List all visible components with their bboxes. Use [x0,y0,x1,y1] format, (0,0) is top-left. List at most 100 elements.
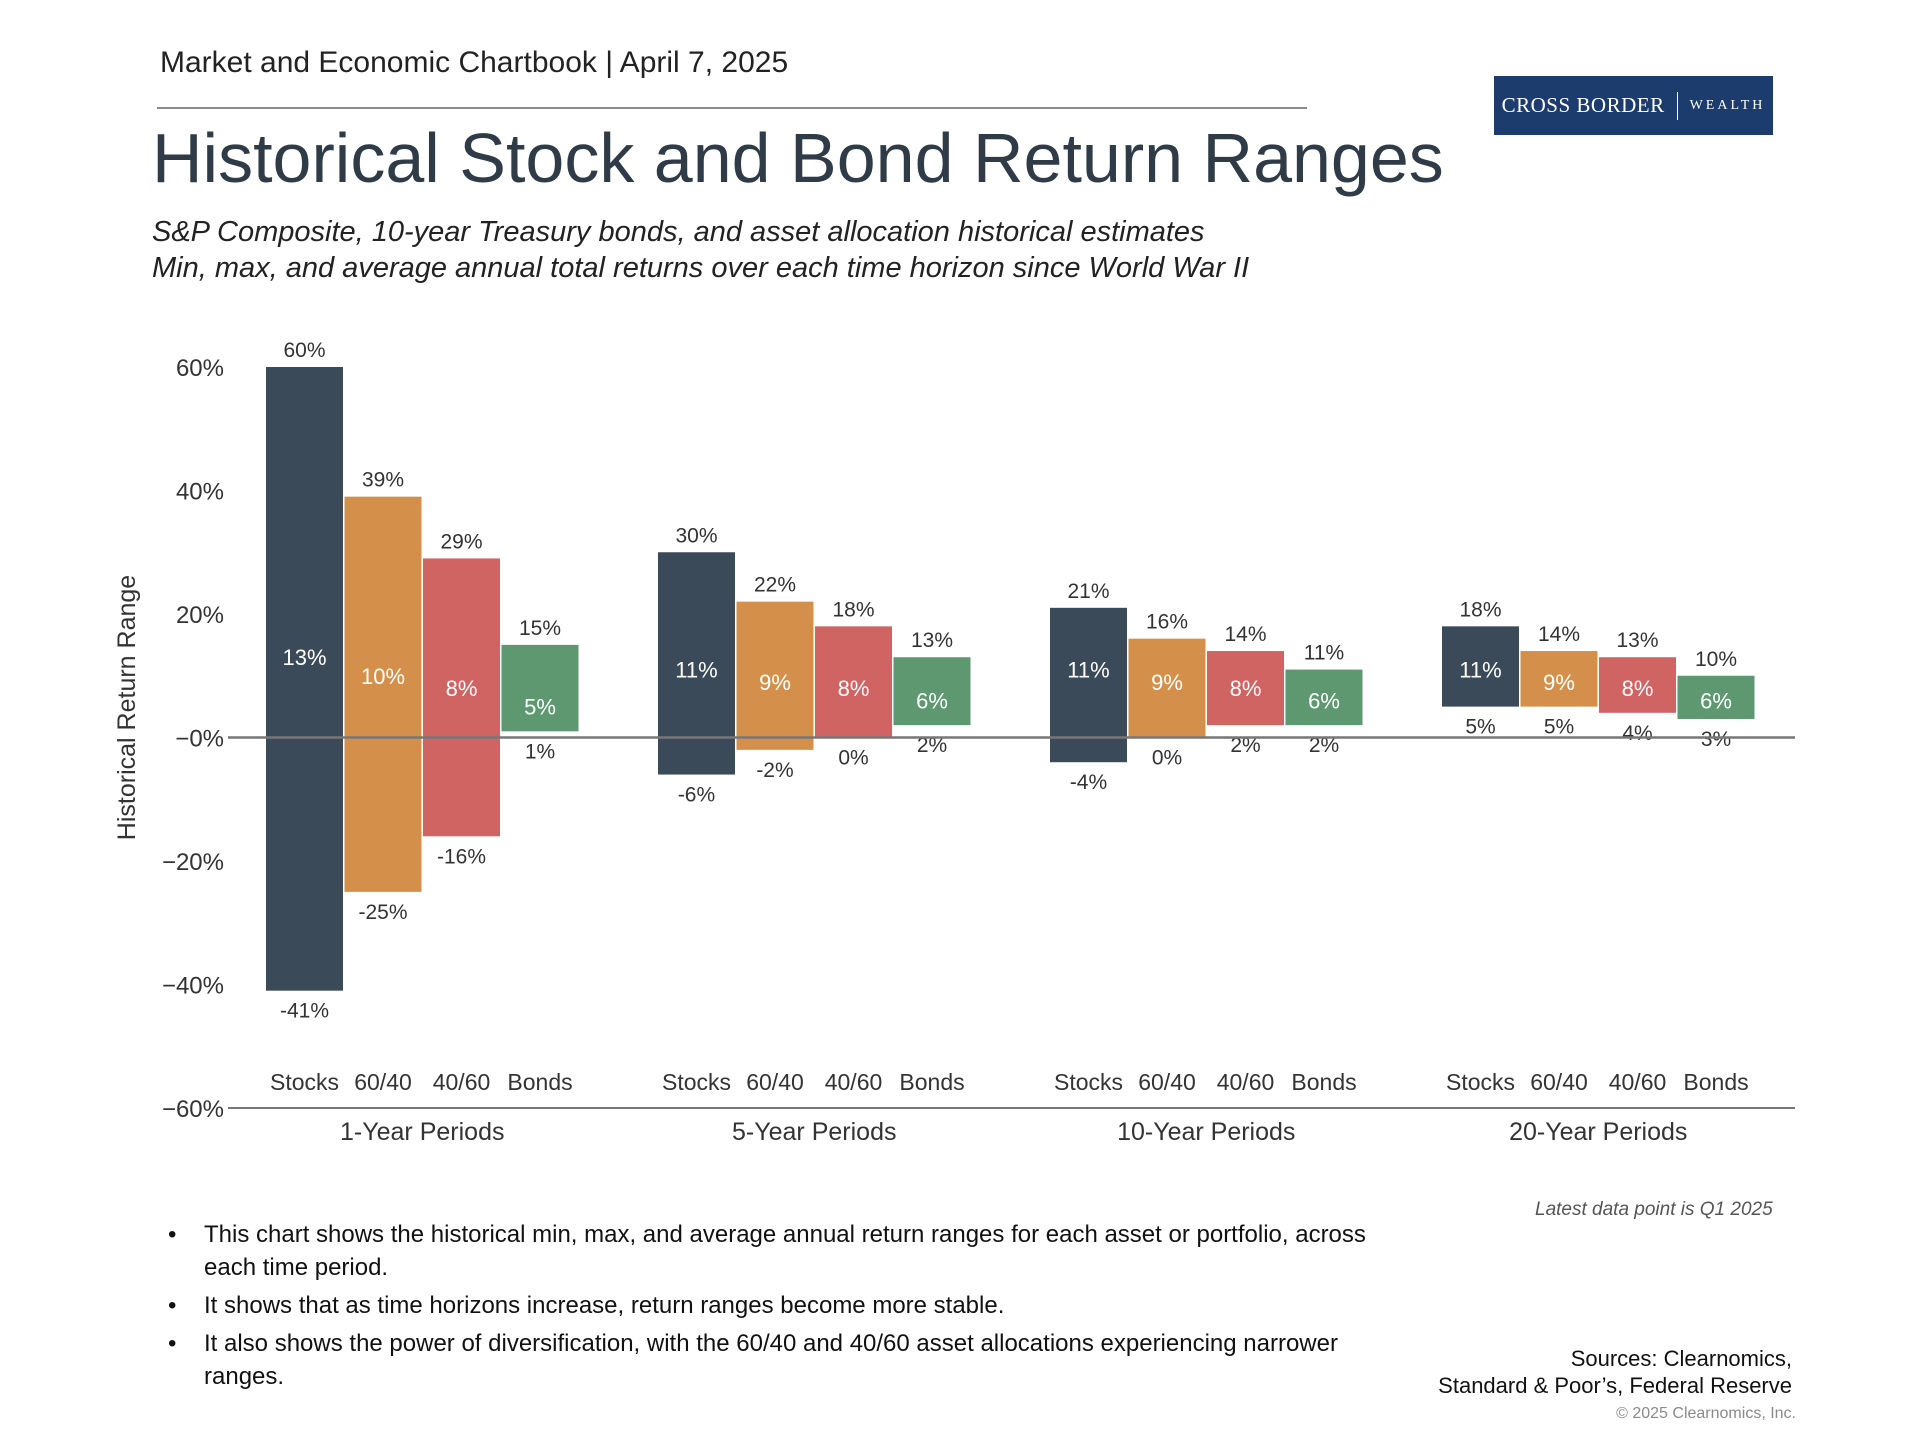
category-tick-label: Bonds [1291,1069,1356,1095]
max-value-label: 15% [519,617,561,640]
y-tick-label: 40% [176,479,224,506]
range-bar-60-40 [1520,651,1598,707]
range-bar-stocks [266,367,343,991]
max-value-label: 29% [440,530,482,553]
max-value-label: 21% [1067,580,1109,603]
max-value-label: 18% [832,598,874,621]
range-bar-bonds [893,657,971,726]
bullet-list: This chart shows the historical min, max… [168,1218,1368,1398]
max-value-label: 22% [754,574,796,597]
bullet-item: It also shows the power of diversificati… [168,1327,1368,1393]
avg-value-label: 11% [675,658,717,683]
category-tick-label: Stocks [662,1069,731,1095]
category-tick-label: Stocks [270,1069,339,1095]
logo-word-primary: CROSS BORDER [1501,93,1665,117]
min-value-label: -2% [756,759,793,782]
logo-separator [1676,91,1678,120]
y-tick-label: −0% [175,726,224,753]
bullet-item: This chart shows the historical min, max… [168,1218,1368,1284]
avg-value-label: 6% [916,688,948,713]
max-value-label: 13% [1616,629,1658,652]
y-tick-label: −40% [162,973,224,1000]
category-tick-label: Stocks [1054,1069,1123,1095]
logo-word-secondary: WEALTH [1689,97,1766,113]
period-group-label: 5-Year Periods [732,1118,896,1146]
y-tick-label: −20% [162,849,224,876]
sources-line-2: Standard & Poor’s, Federal Reserve [1438,1373,1792,1398]
data-note: Latest data point is Q1 2025 [1535,1199,1773,1220]
copyright: © 2025 Clearnomics, Inc. [1616,1405,1796,1422]
max-value-label: 18% [1459,598,1501,621]
category-tick-label: 60/40 [1530,1069,1588,1095]
max-value-label: 30% [675,524,717,547]
min-value-label: 5% [1465,716,1495,739]
sources: Sources: Clearnomics, Standard & Poor’s,… [1438,1345,1792,1399]
range-bar-stocks [1442,626,1519,707]
avg-value-label: 6% [1308,688,1340,713]
category-tick-label: Bonds [1683,1069,1748,1095]
range-bar-60-40 [1128,638,1206,738]
min-value-label: 5% [1544,716,1574,739]
min-value-label: 1% [525,740,555,763]
sources-line-1: Sources: Clearnomics, [1570,1346,1792,1371]
page-subtitle: S&P Composite, 10-year Treasury bonds, a… [152,214,1249,286]
min-value-label: 4% [1622,722,1652,745]
max-value-label: 60% [283,339,325,362]
avg-value-label: 9% [1543,670,1575,695]
period-group-label: 20-Year Periods [1509,1118,1687,1146]
avg-value-label: 6% [1700,688,1732,713]
period-group-label: 10-Year Periods [1117,1118,1295,1146]
avg-value-label: 13% [282,645,326,670]
avg-value-label: 11% [1459,658,1501,683]
range-bar-bonds [501,644,579,732]
category-tick-label: Bonds [507,1069,572,1095]
min-value-label: -25% [358,901,407,924]
range-bar-40-60 [1599,657,1676,713]
range-bar-60-40 [736,601,814,750]
header-text: Market and Economic Chartbook | April 7,… [160,46,789,79]
bullet-item: It shows that as time horizons increase,… [168,1289,1368,1322]
range-bar-stocks [1050,607,1127,763]
category-tick-label: 60/40 [1138,1069,1196,1095]
max-value-label: 39% [362,469,404,492]
avg-value-label: 9% [759,670,791,695]
category-tick-label: Stocks [1446,1069,1515,1095]
min-value-label: 0% [1152,747,1182,770]
max-value-label: 14% [1538,623,1580,646]
y-axis-title: Historical Return Range [113,575,141,840]
avg-value-label: 8% [1230,676,1262,701]
category-tick-label: 40/60 [1217,1069,1275,1095]
category-tick-label: 40/60 [825,1069,883,1095]
max-value-label: 16% [1146,611,1188,634]
category-tick-label: Bonds [899,1069,964,1095]
avg-value-label: 8% [1622,676,1654,701]
category-tick-label: 40/60 [433,1069,491,1095]
max-value-label: 14% [1224,623,1266,646]
max-value-label: 13% [911,629,953,652]
category-tick-label: 60/40 [746,1069,804,1095]
min-value-label: 2% [1309,734,1339,757]
min-value-label: -4% [1070,771,1107,794]
min-value-label: -16% [437,845,486,868]
range-bar-40-60 [1207,651,1284,726]
min-value-label: -41% [280,1000,329,1023]
y-tick-label: 20% [176,602,224,629]
subtitle-line-2: Min, max, and average annual total retur… [152,252,1250,284]
min-value-label: 0% [838,747,868,770]
y-tick-label: −60% [162,1096,224,1123]
page-title: Historical Stock and Bond Return Ranges [152,119,1444,197]
header-divider [157,107,1307,109]
range-bar-bonds [1285,669,1363,726]
min-value-label: 2% [1230,734,1260,757]
range-bar-60-40 [344,496,422,892]
max-value-label: 10% [1695,648,1737,671]
period-group-label: 1-Year Periods [340,1118,504,1146]
min-value-label: 3% [1701,728,1731,751]
range-bar-40-60 [815,626,892,738]
range-bar-40-60 [423,558,500,837]
avg-value-label: 5% [524,695,556,720]
avg-value-label: 9% [1151,670,1183,695]
avg-value-label: 11% [1067,658,1109,683]
range-bar-bonds [1677,675,1755,719]
